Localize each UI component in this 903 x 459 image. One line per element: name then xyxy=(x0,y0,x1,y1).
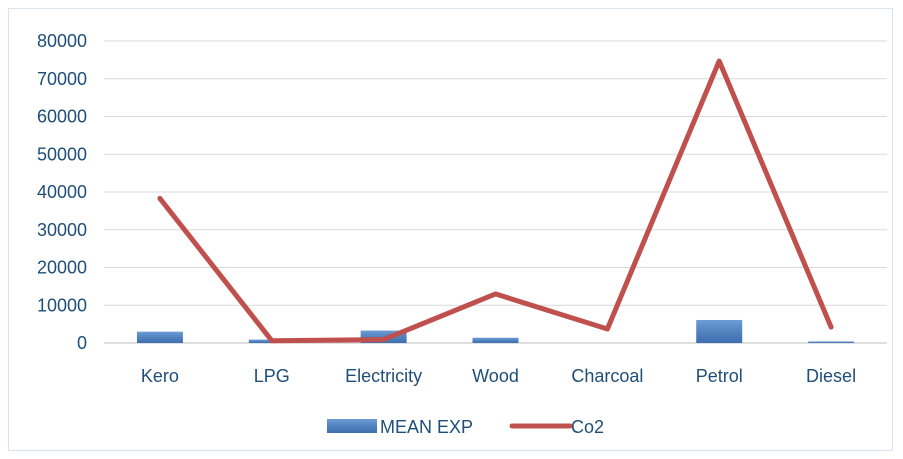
gridlines xyxy=(104,40,887,344)
legend: MEAN EXP Co2 xyxy=(327,417,604,437)
bar-mean-exp xyxy=(472,337,519,343)
y-tick-label: 30000 xyxy=(37,220,87,240)
y-tick-label: 40000 xyxy=(37,182,87,202)
y-tick-label: 70000 xyxy=(37,69,87,89)
y-tick-label: 80000 xyxy=(37,31,87,51)
x-tick-label: Diesel xyxy=(806,366,856,386)
x-tick-label: LPG xyxy=(254,366,290,386)
y-tick-label: 10000 xyxy=(37,295,87,315)
x-tick-label: Electricity xyxy=(345,366,422,386)
bar-mean-exp xyxy=(808,341,855,343)
y-tick-label: 50000 xyxy=(37,144,87,164)
legend-label-co2: Co2 xyxy=(571,417,604,437)
line-series-co2 xyxy=(157,58,834,344)
x-axis: Kero LPG Electricity Wood Charcoal Petrol Dies… xyxy=(141,366,856,386)
y-axis: 0 10000 20000 30000 40000 50000 60000 70000 8000… xyxy=(37,31,87,353)
legend-label-mean-exp: MEAN EXP xyxy=(380,417,473,437)
bar-mean-exp xyxy=(136,331,183,343)
y-tick-label: 0 xyxy=(77,333,87,353)
x-tick-label: Petrol xyxy=(696,366,743,386)
x-tick-label: Wood xyxy=(472,366,519,386)
line-co2 xyxy=(157,58,834,344)
x-tick-label: Kero xyxy=(141,366,179,386)
legend-swatch-mean-exp xyxy=(327,419,377,433)
y-tick-label: 20000 xyxy=(37,258,87,278)
x-tick-label: Charcoal xyxy=(571,366,643,386)
bar-mean-exp xyxy=(696,319,743,343)
bar-series-mean-exp xyxy=(136,319,855,343)
y-tick-label: 60000 xyxy=(37,107,87,127)
